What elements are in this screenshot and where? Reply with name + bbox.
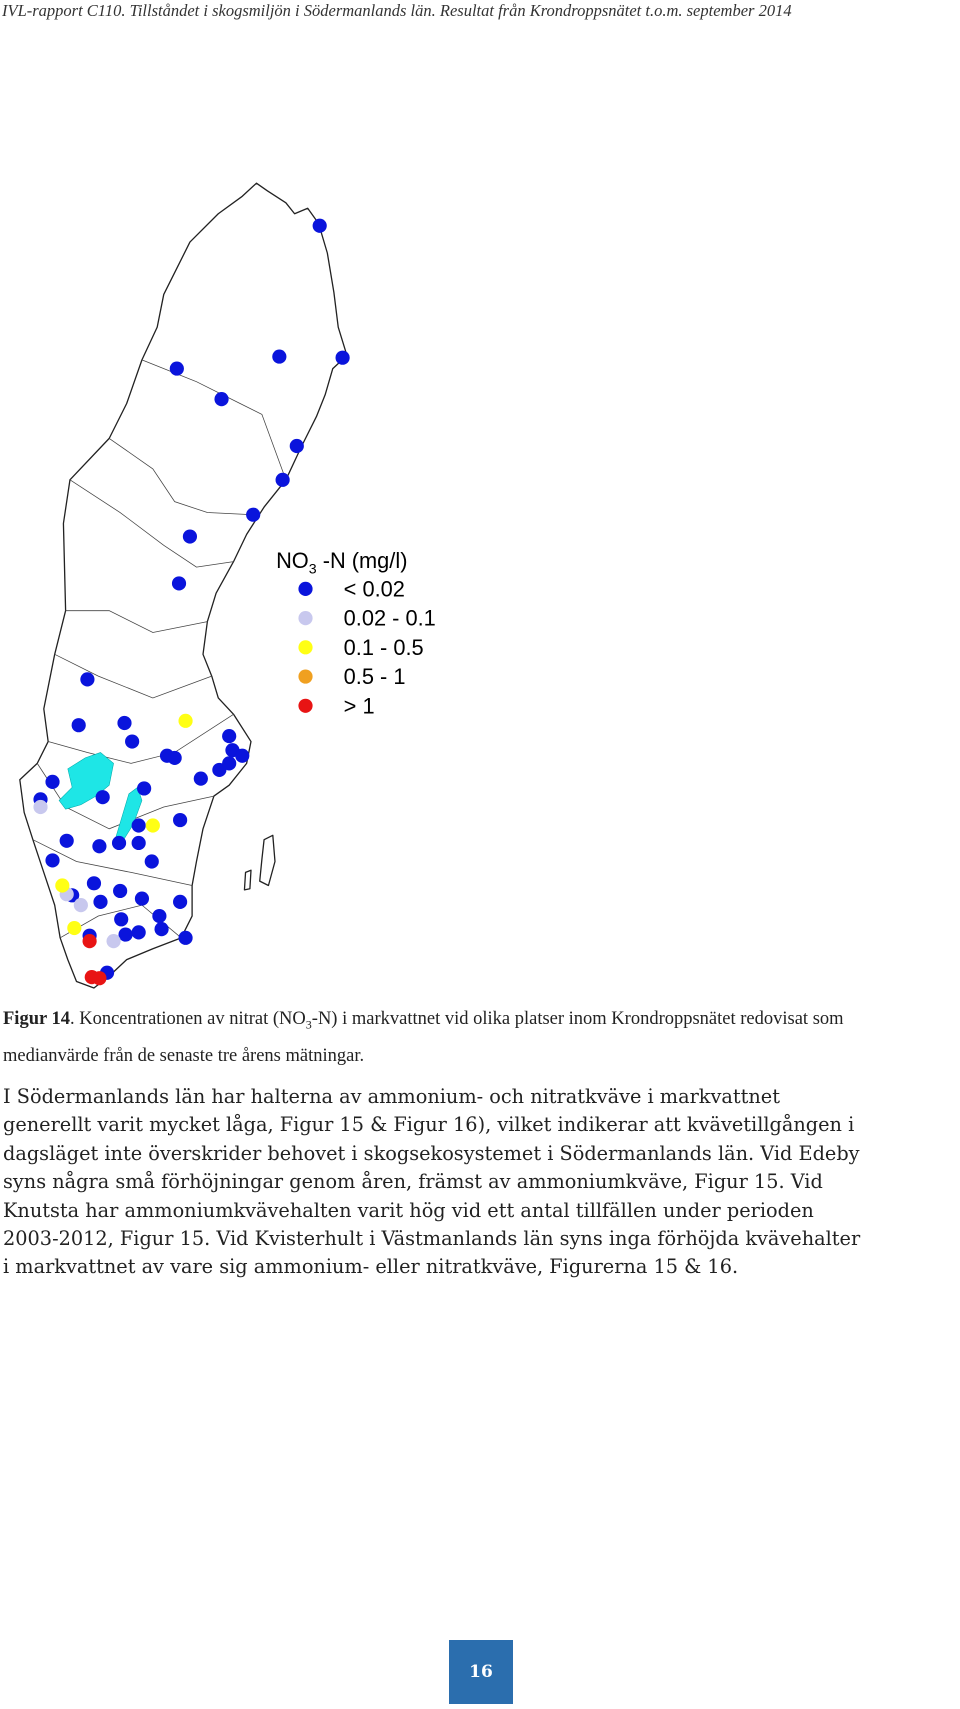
site-marker bbox=[106, 934, 121, 949]
paragraph-line: syns några små förhöjningar genom åren, … bbox=[3, 1170, 823, 1194]
site-marker bbox=[55, 878, 70, 893]
site-marker bbox=[86, 876, 102, 891]
site-marker bbox=[45, 774, 60, 789]
site-marker bbox=[246, 507, 261, 522]
site-marker bbox=[173, 812, 188, 828]
site-marker bbox=[71, 718, 86, 733]
legend-title-main: NO bbox=[276, 548, 309, 573]
legend-marker bbox=[298, 581, 313, 596]
site-marker bbox=[275, 472, 290, 487]
caption-text: -N) i markvattnet vid olika platser inom… bbox=[3, 1009, 844, 1066]
site-marker bbox=[134, 891, 150, 906]
site-marker bbox=[114, 912, 129, 927]
site-marker bbox=[117, 715, 132, 731]
site-marker bbox=[289, 438, 304, 454]
site-marker bbox=[73, 898, 88, 913]
caption-label: Figur 14 bbox=[3, 1009, 70, 1029]
site-marker bbox=[59, 833, 74, 848]
site-marker bbox=[92, 971, 107, 986]
map-figure: NO3 -N (mg/l) < 0.02 0.02 - 0.1 0.1 - 0.5 0… bbox=[19, 182, 436, 989]
site-marker bbox=[335, 350, 350, 365]
site-marker bbox=[95, 790, 110, 805]
site-marker bbox=[131, 818, 146, 833]
running-header: IVL-rapport C110. Tillståndet i skogsmil… bbox=[2, 1, 792, 20]
legend-label: 0.02 - 0.1 bbox=[344, 606, 436, 631]
site-marker bbox=[182, 529, 198, 544]
legend-label: 0.5 - 1 bbox=[344, 664, 406, 689]
paragraph-line: Knutsta har ammoniumkvävehalten varit hö… bbox=[3, 1198, 814, 1222]
site-marker bbox=[214, 392, 229, 407]
region-borders bbox=[32, 359, 287, 939]
site-marker bbox=[82, 934, 97, 949]
site-marker bbox=[235, 748, 250, 763]
site-marker bbox=[111, 835, 127, 851]
site-marker bbox=[118, 927, 133, 942]
site-marker bbox=[167, 750, 182, 765]
site-marker bbox=[169, 361, 184, 376]
legend-label: > 1 bbox=[344, 693, 375, 718]
paragraph-line: i markvattnet av vare sig ammonium- elle… bbox=[3, 1255, 739, 1279]
site-marker bbox=[171, 576, 187, 591]
paragraph-line: 2003-2012, Figur 15. Vid Kvisterhult i V… bbox=[3, 1227, 861, 1251]
site-marker bbox=[272, 349, 287, 364]
site-marker bbox=[45, 853, 60, 868]
site-marker bbox=[222, 756, 237, 771]
site-marker bbox=[173, 894, 188, 909]
site-marker bbox=[67, 920, 82, 936]
site-marker bbox=[131, 835, 146, 851]
legend-marker bbox=[298, 698, 313, 713]
legend-marker bbox=[298, 611, 313, 626]
caption-text: . Koncentrationen av nitrat (NO bbox=[69, 1009, 306, 1029]
site-marker bbox=[312, 218, 327, 233]
site-marker bbox=[93, 894, 108, 909]
lakes bbox=[58, 752, 143, 843]
site-marker bbox=[92, 839, 107, 854]
paragraph-line: generellt varit mycket låga, Figur 15 & … bbox=[3, 1113, 855, 1137]
site-marker bbox=[154, 922, 169, 937]
site-marker bbox=[131, 925, 146, 940]
site-marker bbox=[178, 930, 193, 945]
site-marker bbox=[145, 818, 160, 833]
site-marker bbox=[137, 781, 152, 796]
site-marker bbox=[113, 883, 128, 899]
page-number: 16 bbox=[449, 1640, 513, 1704]
caption-sub: 3 bbox=[305, 1017, 312, 1032]
paragraph-line: I Södermanlands län har halterna av ammo… bbox=[3, 1085, 780, 1108]
site-marker bbox=[178, 713, 193, 728]
site-marker bbox=[144, 854, 159, 869]
legend-title-sub: 3 bbox=[309, 562, 317, 578]
legend-title-rest: -N (mg/l) bbox=[317, 548, 408, 573]
legend-label: 0.1 - 0.5 bbox=[344, 635, 424, 660]
body-paragraph: I Södermanlands län har halterna av ammo… bbox=[3, 1083, 860, 1282]
site-markers bbox=[33, 218, 350, 986]
site-marker bbox=[33, 799, 48, 815]
site-marker bbox=[222, 729, 237, 744]
legend-marker bbox=[298, 669, 313, 684]
legend-marker bbox=[298, 640, 313, 655]
site-marker bbox=[80, 672, 95, 687]
legend: NO3 -N (mg/l) < 0.02 0.02 - 0.1 0.1 - 0.5 0… bbox=[276, 548, 436, 718]
site-marker bbox=[125, 734, 140, 749]
paragraph-line: dagsläget inte överskrider behovet i sko… bbox=[3, 1141, 860, 1165]
site-marker bbox=[152, 908, 167, 924]
site-marker bbox=[193, 771, 208, 786]
figure-caption: Figur 14. Koncentrationen av nitrat (NO3… bbox=[3, 1004, 913, 1072]
legend-title: NO3 -N (mg/l) bbox=[276, 548, 407, 577]
legend-label: < 0.02 bbox=[344, 577, 405, 602]
